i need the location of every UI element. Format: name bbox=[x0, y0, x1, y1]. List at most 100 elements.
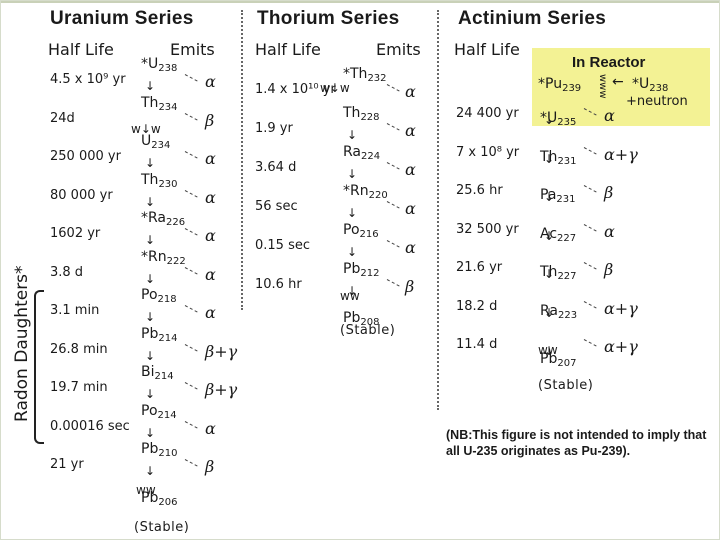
uranium-half-life-10: 21 yr bbox=[50, 457, 84, 472]
actinium-nuclide-symbol: Pb bbox=[540, 351, 558, 367]
actinium-down-arrow-1: ↓ bbox=[544, 151, 555, 166]
thorium-nuclide-symbol: Th bbox=[350, 66, 368, 82]
actinium-nuclide-symbol: Ac bbox=[540, 225, 558, 242]
actinium-nuclide-2: Pa231 bbox=[540, 187, 576, 205]
uranium-emit-5: α bbox=[205, 264, 216, 284]
thorium-nuclide-1: Th228 bbox=[343, 105, 380, 123]
uranium-nuclide-11: Pb206 bbox=[141, 490, 177, 508]
uranium-stable-label: (Stable) bbox=[134, 520, 190, 535]
uranium-emit-1: β bbox=[205, 110, 215, 130]
actinium-down-arrow-5: ↓ bbox=[544, 305, 555, 320]
thorium-down-arrow-3: ↓ bbox=[347, 206, 358, 220]
thorium-emit-3: α bbox=[405, 199, 416, 218]
thorium-down-arrow-1: ↓ bbox=[347, 128, 358, 142]
actinium-half-life-6: 11.4 d bbox=[456, 337, 498, 352]
actinium-nuclide-4: Th227 bbox=[540, 264, 577, 282]
thorium-emit-0: α bbox=[405, 82, 416, 101]
uranium-emit-8: β+γ bbox=[205, 380, 238, 399]
thorium-half-life-1: 1.9 yr bbox=[255, 121, 293, 136]
actinium-emit-6: α+γ bbox=[604, 337, 638, 356]
actinium-nuclide-5: Ra223 bbox=[540, 303, 577, 321]
uranium-nuclide-mass: 234 bbox=[158, 101, 178, 113]
reactor-pu239: *Pu239 bbox=[538, 76, 581, 94]
column-divider-1 bbox=[241, 10, 243, 310]
thorium-emit-2: α bbox=[405, 160, 416, 179]
actinium-nuclide-symbol: U bbox=[547, 110, 558, 126]
actinium-nuclide-symbol: Th bbox=[540, 264, 558, 280]
uranium-nuclide-prefix: * bbox=[141, 56, 148, 72]
uranium-nuclide-symbol: Bi bbox=[141, 364, 155, 380]
uranium-emit-7: β+γ bbox=[205, 341, 238, 361]
uranium-half-life-7: 26.8 min bbox=[50, 341, 108, 357]
uranium-nuclide-8: Bi214 bbox=[141, 364, 174, 382]
uranium-nuclide-3: Th230 bbox=[141, 172, 178, 190]
reactor-u-prefix: * bbox=[632, 76, 639, 92]
uranium-nuclide-mass: 214 bbox=[157, 409, 177, 421]
thorium-emit-4: α bbox=[405, 238, 416, 257]
actinium-nuclide-0: *U235 bbox=[540, 110, 576, 128]
reactor-pu-prefix: * bbox=[538, 76, 545, 92]
actinium-half-life-3: 32 500 yr bbox=[456, 221, 519, 237]
actinium-emit-3: α bbox=[604, 221, 615, 241]
uranium-emit-3: α bbox=[205, 187, 216, 207]
actinium-nuclide-mass: 231 bbox=[557, 155, 577, 167]
column-divider-2 bbox=[437, 10, 439, 410]
thorium-half-life-4: 0.15 sec bbox=[255, 238, 310, 253]
uranium-nuclide-mass: 218 bbox=[157, 294, 177, 305]
thorium-half-life-header: Half Life bbox=[255, 40, 321, 59]
thorium-nuclide-symbol: Th bbox=[343, 105, 361, 121]
actinium-nuclide-mass: 227 bbox=[557, 271, 577, 282]
thorium-nuclide-symbol: Ra bbox=[343, 144, 361, 160]
actinium-down-arrow-6: ↓ bbox=[544, 344, 555, 358]
reactor-u-symbol: U bbox=[639, 76, 650, 92]
actinium-half-life-0: 24 400 yr bbox=[456, 106, 519, 121]
uranium-nuclide-mass: 210 bbox=[158, 448, 178, 459]
uranium-nuclide-symbol: Pb bbox=[141, 489, 159, 506]
uranium-emit-2: α bbox=[205, 149, 216, 168]
actinium-nuclide-mass: 207 bbox=[557, 358, 577, 369]
actinium-emit-1: α+γ bbox=[604, 144, 638, 164]
thorium-down-arrow-2: ↓ bbox=[347, 167, 358, 181]
actinium-down-arrow-2: ↓ bbox=[544, 190, 555, 204]
uranium-nuclide-0: *U238 bbox=[141, 56, 177, 74]
uranium-emits-header: Emits bbox=[170, 40, 215, 59]
actinium-emit-5: α+γ bbox=[604, 298, 638, 318]
reactor-pu-mass: 239 bbox=[562, 83, 582, 94]
uranium-nuclide-10: Pb210 bbox=[141, 441, 177, 459]
uranium-wavy-mark: ww bbox=[136, 483, 156, 497]
actinium-stable-label: (Stable) bbox=[538, 378, 594, 393]
top-border bbox=[0, 0, 720, 3]
actinium-half-life-2: 25.6 hr bbox=[456, 183, 503, 198]
reactor-neutron: +neutron bbox=[626, 94, 688, 109]
thorium-nuclide-prefix: * bbox=[343, 66, 350, 82]
footnote-text: (NB:This figure is not intended to imply… bbox=[446, 428, 707, 458]
thorium-stable-label: (Stable) bbox=[340, 323, 396, 338]
uranium-nuclide-mass: 214 bbox=[158, 332, 178, 344]
actinium-nuclide-3: Ac227 bbox=[540, 226, 576, 244]
uranium-half-life-6: 3.1 min bbox=[50, 303, 100, 318]
thorium-nuclide-symbol: Rn bbox=[350, 183, 369, 199]
thorium-nuclide-symbol: Pb bbox=[343, 261, 361, 277]
uranium-emit-9: α bbox=[205, 418, 216, 438]
thorium-half-life-0: 1.4 x 10¹⁰ yr bbox=[255, 82, 336, 97]
actinium-nuclide-1: Th231 bbox=[540, 149, 577, 167]
actinium-half-life-header: Half Life bbox=[454, 40, 520, 59]
reactor-u238: *U238 bbox=[632, 76, 668, 94]
uranium-nuclide-2: U234 bbox=[141, 133, 170, 151]
thorium-nuclide-5: Pb212 bbox=[343, 261, 379, 279]
thorium-nuclide-2: Ra224 bbox=[343, 144, 380, 162]
uranium-nuclide-9: Po214 bbox=[141, 403, 177, 421]
uranium-nuclide-5: *Rn222 bbox=[141, 249, 186, 267]
uranium-down-arrow-2: ↓ bbox=[145, 156, 156, 170]
uranium-nuclide-mass: 214 bbox=[154, 371, 174, 382]
uranium-nuclide-mass: 230 bbox=[158, 178, 178, 190]
actinium-down-arrow-0: ↓ bbox=[544, 113, 555, 127]
uranium-emit-4: α bbox=[205, 226, 216, 245]
uranium-nuclide-6: Po218 bbox=[141, 287, 177, 305]
in-reactor-box: In Reactor *Pu239 www ← *U238 +neutron bbox=[532, 48, 710, 126]
thorium-nuclide-mass: 220 bbox=[368, 190, 388, 201]
radon-daughters-label: Radon Daughters* bbox=[12, 265, 32, 422]
thorium-nuclide-4: Po216 bbox=[343, 222, 379, 240]
thorium-nuclide-mass: 232 bbox=[367, 73, 387, 84]
uranium-nuclide-prefix: * bbox=[141, 248, 148, 265]
